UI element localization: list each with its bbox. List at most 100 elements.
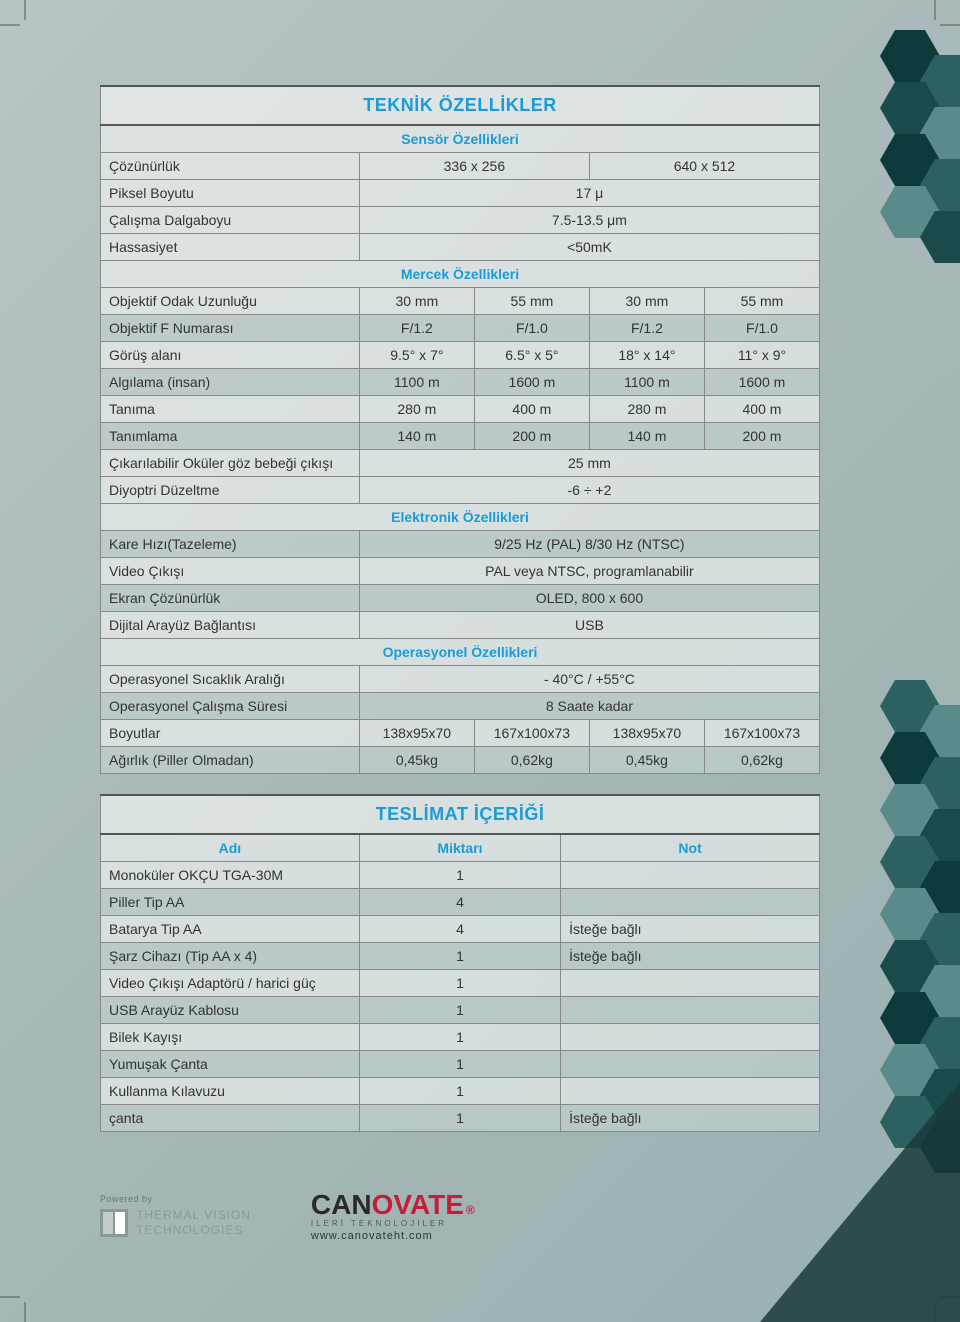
- cell: - 40°C / +55°C: [359, 665, 819, 692]
- cell: 138x95x70: [359, 719, 474, 746]
- cell: -6 ÷ +2: [359, 476, 819, 503]
- section-elec: Elektronik Özellikleri: [101, 503, 820, 530]
- crop-mark-bl: [0, 1282, 40, 1322]
- row-label: Tanıma: [101, 395, 360, 422]
- delivery-item-name: çanta: [101, 1104, 360, 1131]
- section-ops: Operasyonel Özellikleri: [101, 638, 820, 665]
- delivery-item-name: Şarz Cihazı (Tip AA x 4): [101, 942, 360, 969]
- row-label: Ağırlık (Piller Olmadan): [101, 746, 360, 773]
- delivery-item-qty: 1: [359, 969, 560, 996]
- cell: 336 x 256: [359, 152, 589, 179]
- row-label: Kare Hızı(Tazeleme): [101, 530, 360, 557]
- spec-title: TEKNİK ÖZELLİKLER: [101, 86, 820, 125]
- row-label: Piksel Boyutu: [101, 179, 360, 206]
- brand-block: CANOVATE® İLERİ TEKNOLOJİLER www.canovat…: [311, 1189, 475, 1242]
- delivery-item-name: Bilek Kayışı: [101, 1023, 360, 1050]
- cell: 140 m: [359, 422, 474, 449]
- delivery-item-name: Video Çıkışı Adaptörü / harici güç: [101, 969, 360, 996]
- brand-can: CAN: [311, 1189, 372, 1221]
- delivery-item-note: İsteğe bağlı: [561, 1104, 820, 1131]
- row-label: Görüş alanı: [101, 341, 360, 368]
- cell: 400 m: [704, 395, 819, 422]
- row-label: Diyoptri Düzeltme: [101, 476, 360, 503]
- brand-reg: ®: [466, 1203, 475, 1217]
- cell: 1100 m: [589, 368, 704, 395]
- cell: 280 m: [589, 395, 704, 422]
- cell: F/1.0: [704, 314, 819, 341]
- delivery-item-note: [561, 1050, 820, 1077]
- col-header-name: Adı: [101, 834, 360, 862]
- footer: Powered by THERMAL VISION TECHNOLOGIES C…: [100, 1189, 475, 1242]
- col-header-note: Not: [561, 834, 820, 862]
- content-area: TEKNİK ÖZELLİKLER Sensör Özellikleri Çöz…: [100, 85, 820, 1132]
- cell: F/1.2: [589, 314, 704, 341]
- cell: 0,62kg: [474, 746, 589, 773]
- section-sensor: Sensör Özellikleri: [101, 125, 820, 152]
- brand-url: www.canovateht.com: [311, 1230, 475, 1242]
- tv-line1: THERMAL VISION: [136, 1208, 251, 1222]
- cell: 55 mm: [704, 287, 819, 314]
- delivery-item-qty: 1: [359, 996, 560, 1023]
- delivery-item-name: Monoküler OKÇU TGA-30M: [101, 861, 360, 888]
- cell: 30 mm: [589, 287, 704, 314]
- delivery-item-qty: 1: [359, 1077, 560, 1104]
- cell: 7.5-13.5 μm: [359, 206, 819, 233]
- section-lens: Mercek Özellikleri: [101, 260, 820, 287]
- delivery-item-note: İsteğe bağlı: [561, 915, 820, 942]
- cell: PAL veya NTSC, programlanabilir: [359, 557, 819, 584]
- crop-mark-tl: [0, 0, 40, 40]
- row-label: Objektif F Numarası: [101, 314, 360, 341]
- delivery-item-qty: 1: [359, 1104, 560, 1131]
- cell: 9.5° x 7°: [359, 341, 474, 368]
- delivery-item-name: Piller Tip AA: [101, 888, 360, 915]
- row-label: Algılama (insan): [101, 368, 360, 395]
- row-label: Objektif Odak Uzunluğu: [101, 287, 360, 314]
- delivery-item-note: [561, 1077, 820, 1104]
- cell: 167x100x73: [704, 719, 819, 746]
- row-label: Hassasiyet: [101, 233, 360, 260]
- cell: 9/25 Hz (PAL) 8/30 Hz (NTSC): [359, 530, 819, 557]
- row-label: Çözünürlük: [101, 152, 360, 179]
- cell: 640 x 512: [589, 152, 819, 179]
- delivery-item-qty: 1: [359, 942, 560, 969]
- cell: <50mK: [359, 233, 819, 260]
- delivery-item-note: [561, 861, 820, 888]
- powered-by-block: Powered by THERMAL VISION TECHNOLOGIES: [100, 1194, 251, 1237]
- cell: 140 m: [589, 422, 704, 449]
- cell: 17 μ: [359, 179, 819, 206]
- cell: F/1.2: [359, 314, 474, 341]
- cell: OLED, 800 x 600: [359, 584, 819, 611]
- cell: 1600 m: [474, 368, 589, 395]
- row-label: Çalışma Dalgaboyu: [101, 206, 360, 233]
- tv-logo-icon: [100, 1209, 128, 1237]
- cell: 18° x 14°: [589, 341, 704, 368]
- tv-logo-text: THERMAL VISION TECHNOLOGIES: [136, 1208, 251, 1237]
- brand-ov: OVATE: [372, 1189, 464, 1221]
- cell: 138x95x70: [589, 719, 704, 746]
- col-header-qty: Miktarı: [359, 834, 560, 862]
- cell: 200 m: [704, 422, 819, 449]
- row-label: Çıkarılabilir Oküler göz bebeği çıkışı: [101, 449, 360, 476]
- delivery-item-note: İsteğe bağlı: [561, 942, 820, 969]
- delivery-item-name: Yumuşak Çanta: [101, 1050, 360, 1077]
- cell: F/1.0: [474, 314, 589, 341]
- row-label: Ekran Çözünürlük: [101, 584, 360, 611]
- cell: 280 m: [359, 395, 474, 422]
- cell: 400 m: [474, 395, 589, 422]
- cell: USB: [359, 611, 819, 638]
- cell: 1600 m: [704, 368, 819, 395]
- delivery-item-name: Batarya Tip AA: [101, 915, 360, 942]
- delivery-item-qty: 1: [359, 861, 560, 888]
- cell: 55 mm: [474, 287, 589, 314]
- delivery-item-name: USB Arayüz Kablosu: [101, 996, 360, 1023]
- cell: 200 m: [474, 422, 589, 449]
- delivery-item-qty: 1: [359, 1023, 560, 1050]
- delivery-item-note: [561, 888, 820, 915]
- spec-table: TEKNİK ÖZELLİKLER Sensör Özellikleri Çöz…: [100, 85, 820, 774]
- cell: 167x100x73: [474, 719, 589, 746]
- delivery-item-qty: 4: [359, 888, 560, 915]
- delivery-table: TESLİMAT İÇERİĞİ Adı Miktarı Not Monokül…: [100, 794, 820, 1132]
- cell: 30 mm: [359, 287, 474, 314]
- cell: 0,45kg: [359, 746, 474, 773]
- brand-logo: CANOVATE®: [311, 1189, 475, 1221]
